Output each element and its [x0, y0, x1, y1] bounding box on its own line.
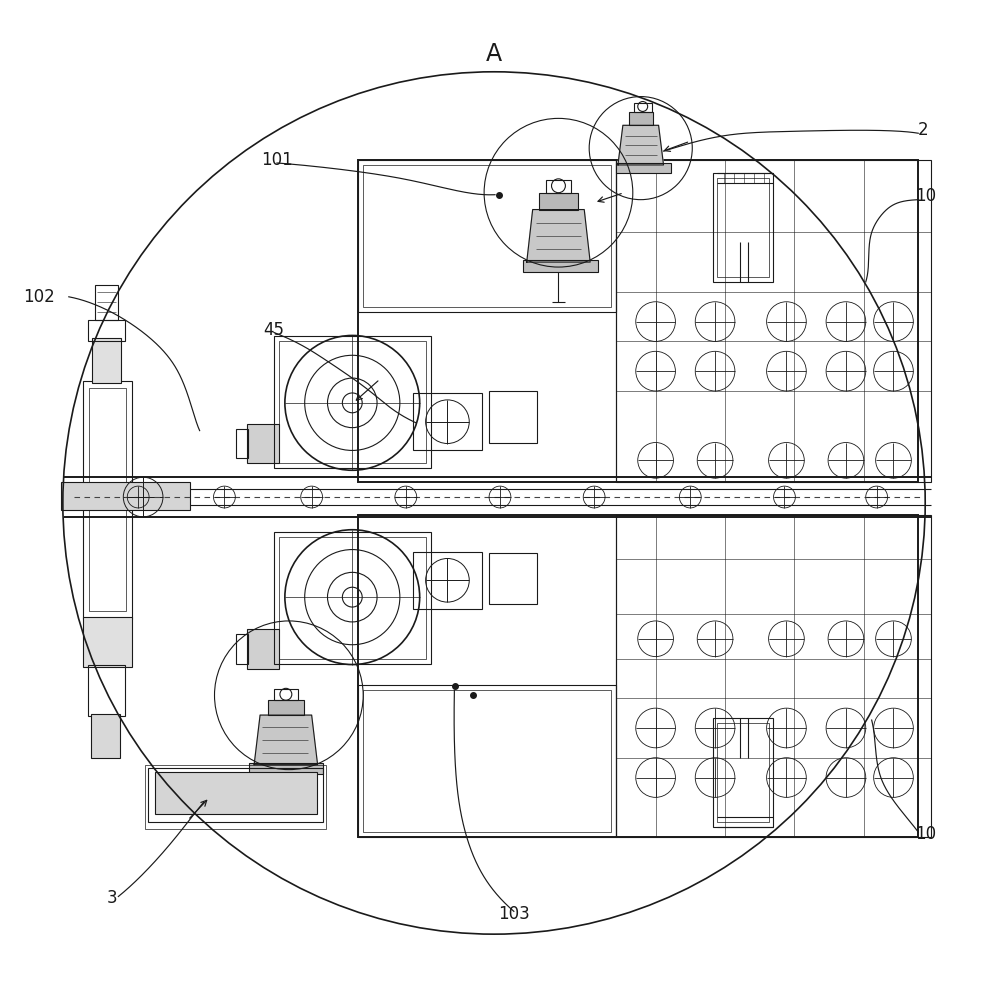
Bar: [717, 178, 768, 277]
Text: 10: 10: [914, 825, 935, 843]
Bar: [358, 515, 918, 837]
Bar: [523, 260, 598, 272]
Bar: [413, 552, 482, 609]
Bar: [363, 690, 611, 832]
Bar: [713, 173, 772, 282]
Bar: [616, 163, 672, 173]
Bar: [268, 700, 304, 715]
Bar: [358, 160, 616, 312]
Text: 103: 103: [498, 905, 530, 923]
Bar: [489, 391, 537, 443]
Text: 10: 10: [914, 187, 935, 205]
Bar: [274, 689, 298, 700]
Bar: [61, 482, 190, 510]
Polygon shape: [527, 210, 590, 262]
Bar: [363, 165, 611, 307]
Text: 101: 101: [261, 151, 293, 169]
Bar: [148, 768, 322, 822]
Bar: [616, 515, 931, 837]
Text: 45: 45: [263, 321, 284, 339]
Text: 3: 3: [107, 889, 117, 907]
Bar: [489, 553, 537, 604]
Bar: [616, 160, 931, 482]
Bar: [274, 336, 430, 468]
Bar: [717, 723, 768, 822]
Text: 102: 102: [23, 288, 55, 306]
Bar: [237, 634, 248, 664]
Bar: [279, 341, 425, 463]
Bar: [358, 160, 918, 482]
Bar: [546, 180, 572, 193]
Polygon shape: [254, 715, 318, 765]
Bar: [94, 285, 118, 320]
Bar: [358, 685, 616, 837]
Bar: [145, 765, 325, 829]
Bar: [87, 665, 125, 716]
Bar: [88, 388, 126, 611]
Bar: [413, 393, 482, 450]
Bar: [249, 763, 322, 774]
Bar: [91, 338, 121, 383]
Bar: [237, 429, 248, 458]
Bar: [155, 772, 317, 814]
Bar: [87, 320, 125, 341]
Bar: [634, 103, 652, 112]
Bar: [279, 537, 425, 659]
Bar: [83, 617, 132, 667]
Bar: [713, 718, 772, 827]
Bar: [248, 629, 279, 669]
Bar: [539, 193, 579, 210]
Text: 2: 2: [917, 121, 928, 139]
Polygon shape: [618, 125, 664, 165]
Bar: [83, 381, 132, 619]
Bar: [90, 714, 120, 758]
Bar: [629, 112, 653, 125]
Bar: [274, 532, 430, 664]
Bar: [248, 424, 279, 463]
Text: A: A: [486, 42, 502, 66]
